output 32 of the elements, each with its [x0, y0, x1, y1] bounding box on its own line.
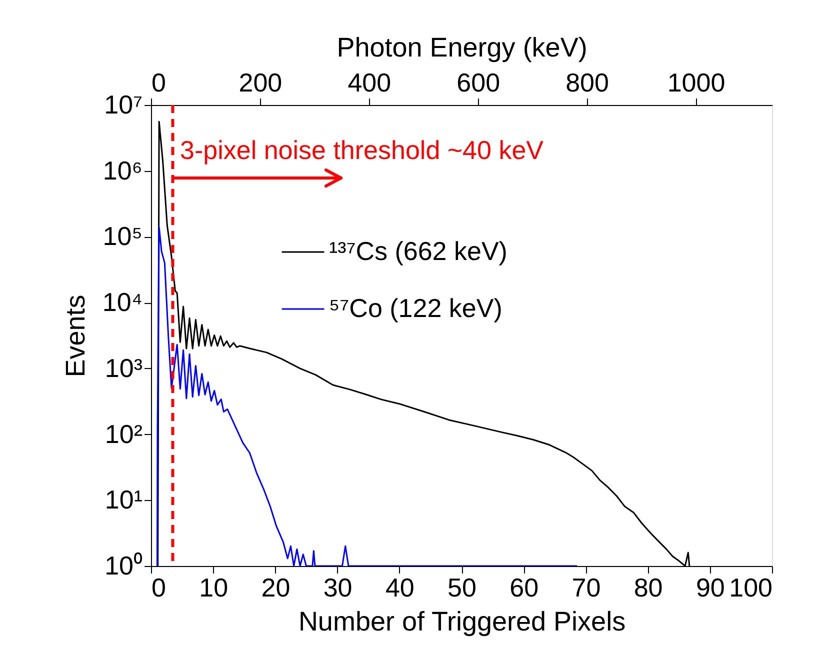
x-tick-label: 70	[572, 572, 601, 602]
y-tick-label: 10⁰	[104, 550, 142, 580]
x-tick-label: 10	[199, 572, 228, 602]
x2-tick-label: 800	[566, 68, 609, 98]
x-tick-label: 40	[385, 572, 414, 602]
x-tick-label: 90	[696, 572, 725, 602]
y-tick-label: 10⁶	[102, 155, 142, 186]
x2-tick-label: 200	[238, 68, 282, 98]
x2-tick-label: 0	[152, 68, 166, 98]
y-tick-label: 10⁵	[102, 221, 142, 252]
y-tick-label: 10²	[104, 418, 143, 449]
y-axis-title: Events	[60, 294, 90, 378]
x-tick-label: 30	[323, 572, 352, 602]
y-tick-label: 10¹	[104, 484, 143, 515]
x-tick-label: 100	[729, 572, 772, 602]
y-tick-label: 10⁷	[104, 90, 142, 120]
x-tick-label: 50	[448, 572, 476, 602]
x2-tick-label: 1000	[667, 68, 726, 98]
x-tick-label: 20	[261, 572, 290, 602]
x-axis-title: Number of Triggered Pixels	[298, 606, 626, 636]
x-tick-label: 80	[634, 572, 663, 602]
legend-label: ¹³⁷Cs (662 keV)	[329, 236, 508, 266]
x-tick-label: 60	[510, 572, 539, 602]
annotation: 3-pixel noise threshold ~40 keV	[180, 135, 544, 165]
y-tick-label: 10³	[104, 352, 143, 383]
legend-label: ⁵⁷Co (122 keV)	[329, 293, 502, 323]
x2-axis-title: Photon Energy (keV)	[336, 32, 588, 62]
x-tick-label: 0	[152, 572, 166, 602]
line-series	[156, 226, 578, 566]
y-tick-label: 10⁴	[102, 287, 142, 318]
x2-tick-label: 600	[456, 68, 500, 98]
x2-tick-label: 400	[348, 68, 392, 98]
